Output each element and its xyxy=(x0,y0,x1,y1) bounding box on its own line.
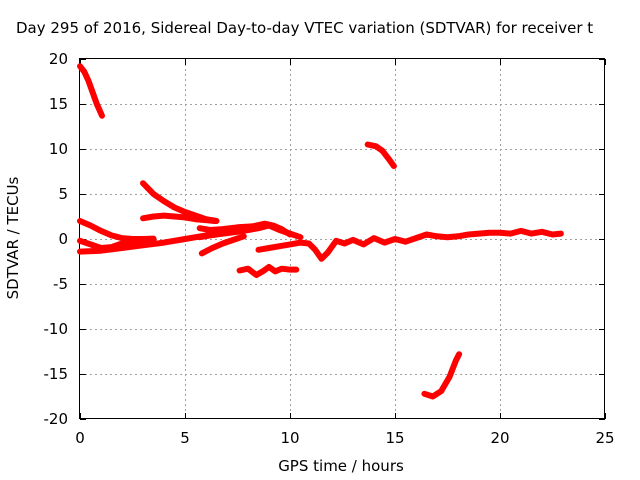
x-tick-label: 20 xyxy=(490,429,509,447)
data-series-line xyxy=(140,212,218,224)
x-tick-label: 0 xyxy=(75,429,85,447)
data-series-line xyxy=(421,351,463,400)
chart-title: Day 295 of 2016, Sidereal Day-to-day VTE… xyxy=(16,19,593,37)
y-tick-label: -10 xyxy=(44,320,69,338)
data-series-line xyxy=(255,227,564,262)
y-axis-label: SDTVAR / TECUs xyxy=(4,176,22,299)
grid xyxy=(80,59,605,419)
data-series xyxy=(77,63,564,400)
data-series-line xyxy=(77,63,105,119)
data-series-line xyxy=(196,220,293,238)
y-tick-label: 10 xyxy=(49,140,68,158)
data-series-line xyxy=(236,263,300,278)
y-tick-label: -20 xyxy=(44,410,69,428)
plot-frame xyxy=(79,58,605,419)
x-tick-label: 10 xyxy=(280,429,299,447)
x-tick-label: 5 xyxy=(180,429,190,447)
data-series-line xyxy=(77,236,157,251)
y-tick-labels: -20 -15 -10 -5 0 5 10 15 20 xyxy=(44,50,69,428)
y-tick-label: 0 xyxy=(58,230,68,248)
x-tick-label: 25 xyxy=(595,429,614,447)
x-tick-labels: 0 5 10 15 20 25 xyxy=(75,429,614,447)
data-series-line xyxy=(196,227,251,241)
data-series-line xyxy=(364,141,397,170)
y-tick-label: 5 xyxy=(58,185,68,203)
data-series-line xyxy=(77,218,157,242)
y-tick-label: 20 xyxy=(49,50,68,68)
x-axis-label: GPS time / hours xyxy=(278,457,404,475)
y-tick-label: -15 xyxy=(44,365,69,383)
data-series-line xyxy=(198,233,247,257)
y-tick-label: 15 xyxy=(49,95,68,113)
y-tick-label: -5 xyxy=(53,275,68,293)
x-tick-label: 15 xyxy=(385,429,404,447)
